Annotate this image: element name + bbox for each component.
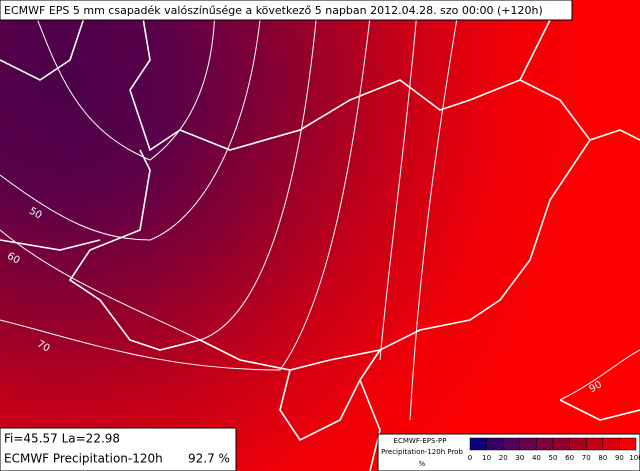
legend-swatch: [519, 437, 537, 451]
legend-unit: %: [419, 460, 426, 468]
legend-swatch: [536, 437, 554, 451]
info-product: ECMWF Precipitation-120h: [4, 452, 163, 466]
legend-tick-label: 30: [515, 454, 524, 462]
info-coords: Fi=45.57 La=22.98: [4, 432, 120, 446]
title-box: [0, 0, 573, 21]
legend-tick-label: 80: [598, 454, 607, 462]
info-value: 92.7 %: [188, 452, 230, 466]
info-box: [0, 427, 237, 471]
legend-tick-label: 50: [549, 454, 558, 462]
legend-swatch: [569, 437, 587, 451]
legend-swatch: [502, 437, 521, 451]
legend-tick-label: 20: [499, 454, 508, 462]
legend-subtitle: Precipitation-120h Prob: [381, 448, 463, 456]
legend-title: ECMWF-EPS-PP: [394, 437, 447, 445]
legend-tick-label: 10: [482, 454, 491, 462]
legend-tick-label: 0: [468, 454, 472, 462]
legend-swatch: [469, 437, 487, 451]
legend-tick-label: 100: [629, 454, 640, 462]
legend-swatch: [619, 437, 637, 451]
legend-swatch: [602, 437, 620, 451]
legend-tick-label: 60: [565, 454, 574, 462]
legend: ECMWF-EPS-PP Precipitation-120h Prob % 0…: [377, 433, 640, 471]
legend-tick-label: 70: [582, 454, 591, 462]
legend-swatch: [486, 437, 504, 451]
map-title: ECMWF EPS 5 mm csapadék valószínűsége a …: [4, 4, 543, 17]
legend-swatch: [552, 437, 570, 451]
legend-tick-label: 40: [532, 454, 541, 462]
legend-tick-label: 90: [615, 454, 624, 462]
contours: [0, 0, 640, 420]
legend-swatch: [585, 437, 604, 451]
